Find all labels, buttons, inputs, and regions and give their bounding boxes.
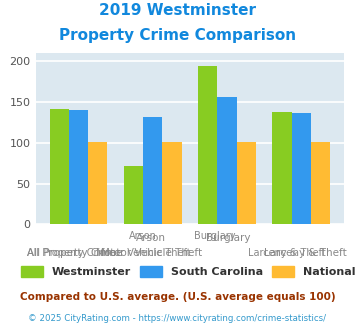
Text: Motor Vehicle Theft: Motor Vehicle Theft: [101, 248, 202, 257]
Bar: [143, 117, 163, 224]
Text: Arson: Arson: [129, 231, 157, 241]
Text: Compared to U.S. average. (U.S. average equals 100): Compared to U.S. average. (U.S. average …: [20, 292, 335, 302]
Bar: [163, 142, 182, 224]
Text: Burglary: Burglary: [194, 231, 236, 241]
Text: Motor Vehicle Theft: Motor Vehicle Theft: [96, 248, 191, 257]
Bar: [292, 113, 311, 224]
Bar: [198, 66, 217, 224]
Bar: [88, 142, 108, 224]
Bar: [50, 109, 69, 224]
Bar: [237, 142, 256, 224]
Text: 2019 Westminster: 2019 Westminster: [99, 3, 256, 18]
Legend: Westminster, South Carolina, National: Westminster, South Carolina, National: [16, 261, 355, 281]
Bar: [69, 110, 88, 224]
Bar: [311, 142, 330, 224]
Bar: [124, 166, 143, 224]
Text: All Property Crime: All Property Crime: [27, 248, 116, 257]
Text: Arson: Arson: [136, 233, 166, 243]
Bar: [217, 97, 237, 224]
Text: © 2025 CityRating.com - https://www.cityrating.com/crime-statistics/: © 2025 CityRating.com - https://www.city…: [28, 314, 327, 323]
Bar: [272, 112, 292, 224]
Text: Property Crime Comparison: Property Crime Comparison: [59, 28, 296, 43]
Text: Larceny & Theft: Larceny & Theft: [264, 248, 347, 257]
Text: Larceny & Theft: Larceny & Theft: [248, 248, 326, 257]
Text: Burglary: Burglary: [206, 233, 251, 243]
Text: All Property Crime: All Property Crime: [27, 248, 122, 257]
